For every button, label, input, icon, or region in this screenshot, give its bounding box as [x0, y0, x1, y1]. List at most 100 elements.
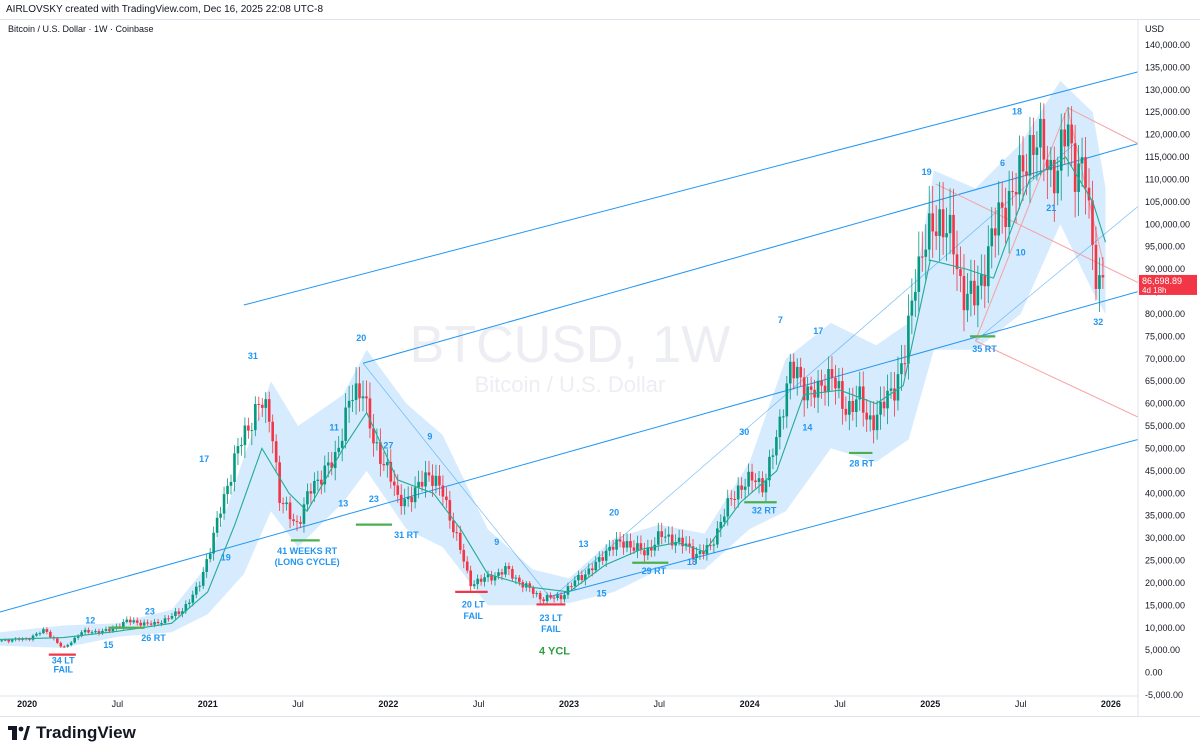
candle — [747, 463, 750, 495]
time-tick-label: Jul — [292, 699, 304, 709]
candle-body — [615, 539, 618, 550]
candle — [566, 582, 570, 599]
time-axis[interactable]: 2020 Jul 2021 Jul 2022 Jul 2023 Jul 2024 Jul 2025 J… — [17, 699, 1121, 709]
candle — [868, 401, 872, 432]
candle-body — [340, 440, 344, 448]
cycle-annotation: 30 — [739, 427, 749, 437]
candle — [775, 429, 778, 465]
candle — [952, 188, 955, 275]
price-tick-label: 40,000.00 — [1145, 488, 1185, 498]
candle-body — [778, 416, 782, 438]
time-tick-label: 2025 — [920, 699, 940, 709]
candle — [59, 641, 63, 648]
candle — [35, 632, 38, 637]
candle-body — [97, 631, 101, 634]
candle-body — [1021, 155, 1025, 172]
cycle-annotation: 9 — [427, 431, 432, 441]
candle-body — [149, 623, 153, 625]
candle-body — [618, 539, 622, 542]
candle-body — [976, 285, 980, 306]
candle-body — [313, 480, 316, 494]
candle — [278, 455, 281, 511]
candle — [104, 626, 108, 633]
candle-body — [573, 580, 577, 587]
candle-body — [650, 547, 653, 551]
candle-body — [219, 513, 222, 518]
candle-body — [222, 494, 226, 514]
candle — [504, 562, 507, 578]
candle-body — [726, 498, 730, 517]
price-tick-label: 130,000.00 — [1145, 85, 1190, 95]
candle-body — [549, 595, 552, 598]
candle-body — [358, 383, 361, 399]
candle — [608, 540, 611, 557]
candle — [750, 463, 754, 492]
candle — [236, 437, 240, 466]
candle — [1101, 257, 1105, 289]
candle-body — [1052, 159, 1056, 194]
candle-body — [993, 228, 997, 236]
candle-body — [858, 386, 862, 400]
candle — [313, 472, 316, 502]
candle-body — [646, 547, 650, 556]
candle — [795, 358, 799, 396]
cycle-annotation: 34 LT — [52, 656, 75, 666]
candle-body — [823, 385, 827, 392]
candle-body — [1004, 207, 1007, 228]
candle — [274, 434, 278, 473]
candle — [910, 278, 914, 335]
candle-body — [528, 583, 532, 588]
candle-body — [559, 595, 563, 600]
tradingview-logo[interactable]: TradingView — [8, 723, 136, 743]
cycle-annotation: 13 — [338, 499, 348, 509]
candle-body — [872, 415, 875, 431]
candle-body — [674, 541, 677, 546]
price-tick-label: 0.00 — [1145, 668, 1163, 678]
time-tick-label: 2023 — [559, 699, 579, 709]
candle-body — [782, 416, 785, 418]
candle — [903, 344, 907, 378]
cycle-annotation: 32 — [1093, 317, 1103, 327]
candle-body — [851, 400, 855, 413]
candle-body — [445, 496, 448, 501]
candle-body — [886, 390, 889, 409]
price-tick-label: 115,000.00 — [1145, 152, 1189, 162]
price-axis[interactable]: -5,000.00 0.00 5,000.00 10,000.00 15,000.00 2… — [1145, 40, 1190, 700]
candle-body — [538, 593, 542, 600]
candle — [966, 273, 969, 322]
candle — [1000, 181, 1004, 234]
candle-body — [1094, 244, 1098, 289]
volatility-band — [0, 80, 1106, 648]
candle — [1070, 106, 1073, 166]
candle-body — [1073, 143, 1077, 192]
candle — [271, 414, 274, 454]
candle-body — [848, 400, 851, 415]
candle-body — [285, 502, 288, 505]
candle — [976, 265, 980, 328]
candle-body — [135, 620, 139, 623]
candle-body — [156, 621, 160, 624]
candle — [577, 570, 580, 586]
candle — [76, 634, 80, 640]
candle — [938, 181, 941, 262]
price-tick-label: 135,000.00 — [1145, 62, 1190, 72]
candle-body — [830, 369, 834, 378]
candle-body — [344, 407, 347, 441]
candle-body — [705, 545, 709, 555]
candle — [340, 428, 344, 462]
candle-body — [382, 463, 386, 466]
candle-body — [511, 568, 514, 579]
cycle-annotation: 7 — [778, 315, 783, 325]
price-tick-label: 100,000.00 — [1145, 219, 1190, 229]
candle-body — [952, 214, 955, 255]
candle-body — [486, 574, 490, 578]
candle — [740, 477, 743, 499]
candle-body — [716, 528, 719, 545]
candle — [191, 590, 195, 607]
candle — [1098, 257, 1101, 312]
candle-body — [948, 214, 952, 234]
price-chart[interactable]: BTCUSD, 1W Bitcoin / U.S. Dollar 34 LTFA… — [0, 20, 1200, 716]
candle-body — [740, 485, 743, 490]
price-tick-label: 15,000.00 — [1145, 600, 1185, 610]
